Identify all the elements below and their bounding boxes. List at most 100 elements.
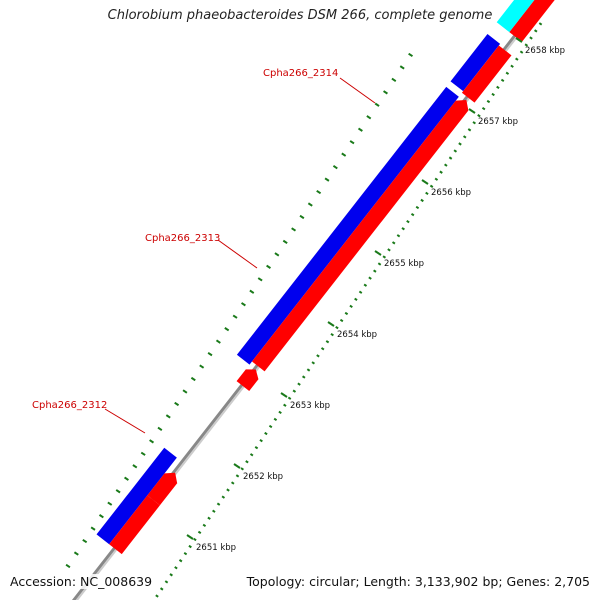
minor-tick	[363, 283, 368, 287]
minor-tick	[178, 559, 183, 563]
rna-feature[interactable]	[496, 0, 578, 33]
minor-tick	[448, 156, 453, 160]
reverse-cds-bottom[interactable]	[109, 495, 160, 555]
minor-tick	[197, 530, 202, 535]
reverse-cds-top[interactable]	[509, 0, 600, 42]
minor-tick	[292, 389, 297, 393]
minor-tick	[245, 460, 249, 464]
minor-tick	[297, 382, 301, 386]
minor-tick	[462, 135, 467, 139]
minor-tick	[429, 184, 434, 188]
minor-tick	[202, 523, 207, 527]
minor-tick	[415, 205, 420, 210]
genome-summary-text: Topology: circular; Length: 3,133,902 bp…	[244, 574, 592, 589]
inner-ring-dash	[399, 65, 405, 70]
reverse-cds-cpha266-2313-strand[interactable]	[251, 95, 473, 372]
gene-label-line-2313	[217, 239, 258, 269]
minor-tick	[505, 71, 510, 75]
inner-ring-dash	[98, 514, 104, 519]
gene-label-cpha266-2314[interactable]: Cpha266_2314	[263, 68, 338, 79]
minor-tick	[519, 50, 524, 54]
genome-title: Chlorobium phaeobacteroides DSM 266, com…	[105, 8, 495, 23]
reverse-cds-upper[interactable]	[461, 45, 512, 103]
inner-ring-dash	[291, 227, 297, 232]
inner-ring-dash	[391, 77, 397, 82]
minor-tick	[382, 255, 387, 259]
minor-tick	[212, 509, 216, 513]
forward-cds-bottom[interactable]	[96, 447, 177, 545]
minor-tick	[216, 502, 221, 506]
minor-tick	[339, 318, 344, 323]
reverse-cds-cpha266-2312[interactable]	[236, 365, 263, 392]
minor-tick	[396, 234, 401, 238]
inner-ring-dash	[157, 426, 163, 431]
minor-tick	[240, 467, 244, 471]
minor-tick	[226, 488, 230, 492]
minor-tick	[325, 340, 330, 344]
scale-tick-label: 2653 kbp	[290, 401, 330, 411]
inner-ring-dash	[124, 476, 129, 481]
scale-tick-label: 2658 kbp	[525, 46, 565, 56]
inner-ring-dash	[73, 551, 79, 556]
inner-ring-dash	[215, 339, 221, 344]
minor-tick	[273, 417, 278, 422]
gene-label-cpha266-2313[interactable]: Cpha266_2313	[145, 233, 220, 244]
minor-tick	[320, 347, 325, 351]
scale-tick	[468, 108, 476, 114]
inner-ring-dash	[274, 252, 280, 257]
minor-tick	[368, 276, 372, 280]
minor-tick	[406, 220, 410, 224]
inner-ring-dash	[282, 239, 288, 245]
minor-tick	[467, 128, 472, 132]
inner-ring-dash	[65, 563, 71, 569]
minor-tick	[235, 474, 240, 478]
minor-tick	[264, 431, 268, 436]
minor-tick	[174, 566, 178, 570]
minor-tick	[534, 29, 538, 33]
inner-ring-dash	[232, 314, 238, 319]
inner-ring-dash	[182, 389, 188, 394]
minor-tick	[373, 269, 377, 273]
inner-ring-dash	[374, 102, 380, 107]
forward-cds-cpha266-2314[interactable]	[450, 34, 501, 92]
minor-tick	[481, 106, 486, 111]
minor-tick	[287, 396, 292, 400]
inner-ring-dash	[299, 214, 305, 220]
scale-tick-label: 2655 kbp	[384, 259, 424, 269]
minor-tick	[358, 290, 363, 294]
scale-tick	[280, 392, 288, 398]
minor-tick	[335, 325, 339, 330]
inner-ring-dash	[199, 364, 205, 369]
inner-ring-dash	[408, 52, 414, 58]
scale-tick	[233, 463, 241, 469]
gene-label-cpha266-2312[interactable]: Cpha266_2312	[32, 400, 107, 411]
forward-cds-cpha266-2313[interactable]	[236, 86, 459, 365]
minor-tick	[477, 114, 481, 118]
inner-ring-dash	[341, 152, 347, 157]
minor-tick	[491, 92, 495, 97]
gene-label-line-2314	[339, 77, 376, 104]
inner-ring-dash	[357, 127, 363, 132]
minor-tick	[283, 403, 287, 407]
scale-tick-label: 2657 kbp	[478, 117, 518, 127]
gene-label-line-2312	[104, 408, 146, 434]
scale-tick	[186, 534, 194, 540]
minor-tick	[529, 36, 533, 40]
minor-tick	[458, 142, 462, 146]
scale-tick	[515, 37, 523, 43]
scale-tick-label: 2652 kbp	[243, 472, 283, 482]
minor-tick	[155, 594, 159, 598]
minor-tick	[183, 551, 188, 556]
inner-ring-dash	[140, 451, 146, 456]
reverse-cds-bottom-arrow[interactable]	[147, 468, 181, 506]
minor-tick	[193, 537, 197, 542]
accession-text: Accession: NC_008639	[8, 574, 155, 589]
minor-tick	[472, 121, 476, 125]
minor-tick	[439, 170, 443, 174]
inner-ring-dash	[190, 376, 196, 382]
minor-tick	[387, 248, 391, 252]
minor-tick	[444, 163, 448, 167]
inner-ring-dash	[149, 439, 155, 444]
inner-ring-dash	[316, 189, 322, 195]
inner-ring-dash	[90, 526, 96, 531]
